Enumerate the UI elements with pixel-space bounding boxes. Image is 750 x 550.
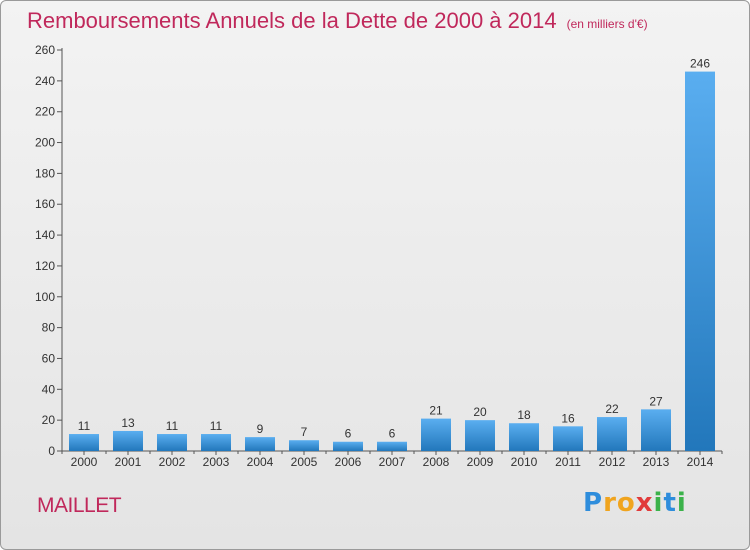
data-label: 18 — [517, 408, 531, 422]
bar — [289, 440, 319, 451]
logo-letter: P — [583, 488, 604, 518]
bar — [201, 434, 231, 451]
bar — [685, 71, 715, 451]
data-label: 11 — [166, 419, 179, 433]
logo-letter: r — [603, 488, 617, 518]
bars: 11 13 11 11 9 7 6 6 21 20 18 16 22 27 246 — [69, 57, 715, 451]
data-label: 20 — [473, 405, 487, 419]
logo-letter: o — [616, 488, 636, 518]
data-label: 16 — [561, 411, 575, 425]
bar — [245, 437, 275, 451]
y-tick-label: 200 — [35, 136, 55, 150]
data-label: 11 — [210, 419, 223, 433]
x-tick-label: 2011 — [555, 455, 581, 469]
x-tick-label: 2005 — [291, 455, 318, 469]
data-label: 21 — [429, 404, 443, 418]
logo-letter: i — [653, 488, 664, 518]
data-label: 13 — [121, 416, 135, 430]
y-tick-label: 240 — [35, 74, 55, 88]
y-tick-label: 60 — [42, 351, 56, 365]
x-tick-label: 2007 — [379, 455, 406, 469]
bar — [333, 441, 363, 451]
y-tick-label: 140 — [35, 228, 55, 242]
y-axis: 0 20 40 60 80 100 120 140 160 180 200 220 240 260 — [35, 43, 63, 458]
data-label: 6 — [389, 427, 396, 441]
data-label: 246 — [690, 57, 710, 71]
chart-title: Remboursements Annuels de la Dette de 20… — [27, 8, 648, 34]
x-tick-label: 2003 — [203, 455, 230, 469]
y-tick-label: 180 — [35, 166, 55, 180]
x-tick-label: 2014 — [687, 455, 714, 469]
proxiti-logo: Proxiti — [583, 488, 687, 518]
x-tick-label: 2013 — [643, 455, 670, 469]
data-label: 27 — [649, 394, 663, 408]
data-label: 9 — [257, 422, 264, 436]
bar — [553, 426, 583, 451]
logo-letter: x — [635, 488, 654, 518]
bar — [465, 420, 495, 451]
y-tick-label: 120 — [35, 259, 55, 273]
chart-title-text: Remboursements Annuels de la Dette de 20… — [27, 8, 557, 33]
y-tick-label: 40 — [42, 382, 56, 396]
x-tick-label: 2000 — [71, 455, 98, 469]
bar — [157, 434, 187, 451]
bar — [421, 418, 451, 451]
x-tick-label: 2006 — [335, 455, 362, 469]
x-tick-label: 2004 — [247, 455, 274, 469]
x-tick-label: 2008 — [423, 455, 450, 469]
logo-letter: i — [676, 488, 687, 518]
x-tick-label: 2010 — [511, 455, 538, 469]
x-tick-label: 2001 — [115, 455, 142, 469]
bar — [597, 417, 627, 451]
bar — [377, 441, 407, 451]
x-tick-label: 2009 — [467, 455, 494, 469]
x-tick-label: 2002 — [159, 455, 186, 469]
bar — [641, 409, 671, 451]
bar — [509, 423, 539, 451]
y-tick-label: 100 — [35, 290, 55, 304]
y-tick-label: 0 — [48, 444, 55, 458]
bar — [69, 434, 99, 451]
x-axis: 2000 2001 2002 2003 2004 2005 2006 2007 2008 2009… — [61, 450, 723, 469]
y-tick-label: 80 — [42, 321, 56, 335]
data-label: 22 — [605, 402, 619, 416]
y-tick-label: 220 — [35, 105, 55, 119]
x-tick-label: 2012 — [599, 455, 626, 469]
commune-name: MAILLET — [37, 494, 122, 517]
data-label: 7 — [301, 425, 308, 439]
bar — [113, 430, 143, 451]
chart-subtitle: (en milliers d'€) — [566, 17, 648, 31]
data-label: 11 — [78, 419, 91, 433]
data-label: 6 — [345, 427, 352, 441]
y-tick-label: 20 — [42, 413, 56, 427]
y-tick-label: 160 — [35, 197, 55, 211]
logo-letter: t — [663, 488, 677, 518]
y-tick-label: 260 — [35, 43, 55, 57]
